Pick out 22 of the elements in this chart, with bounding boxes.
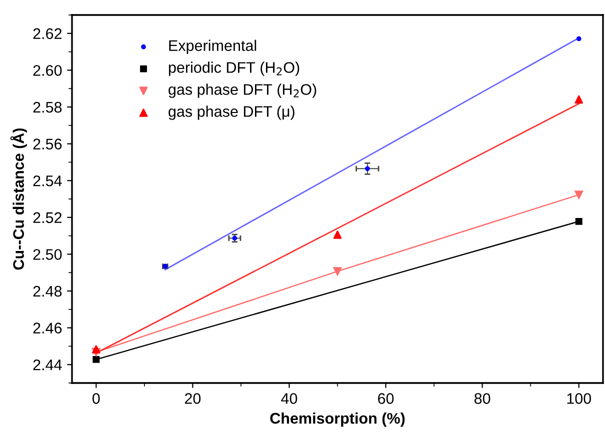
legend-label: gas phase DFT (μ) (168, 106, 294, 120)
x-tick-label: 80 (474, 393, 490, 404)
y-tick-label: 2.52 (33, 212, 62, 224)
y-tick-label: 2.56 (33, 138, 62, 150)
y-tick-label: 2.50 (33, 249, 62, 260)
legend-label: periodic DFT (H$_{2}$O) (168, 62, 300, 76)
y-tick-label: 2.62 (33, 28, 62, 40)
x-tick-label: 20 (184, 393, 201, 404)
x-axis-title: Chemisorption (%) (270, 412, 405, 427)
y-tick-label: 2.60 (33, 65, 62, 76)
y-tick-label: 2.44 (33, 359, 62, 370)
legend-label: Experimental (169, 40, 256, 54)
y-tick-label: 2.58 (33, 102, 62, 113)
y-tick-label: 2.48 (33, 286, 62, 297)
y-axis-title: Cu--Cu distance (Å) (10, 128, 27, 270)
legend-label: gas phase DFT (H$_{2}$O) (168, 84, 316, 98)
x-tick-label: 0 (92, 393, 100, 404)
x-tick-label: 100 (567, 393, 592, 404)
y-tick-label: 2.54 (33, 175, 62, 186)
y-tick-label: 2.46 (33, 322, 62, 334)
x-tick-label: 40 (281, 393, 298, 404)
x-tick-label: 60 (378, 393, 394, 404)
